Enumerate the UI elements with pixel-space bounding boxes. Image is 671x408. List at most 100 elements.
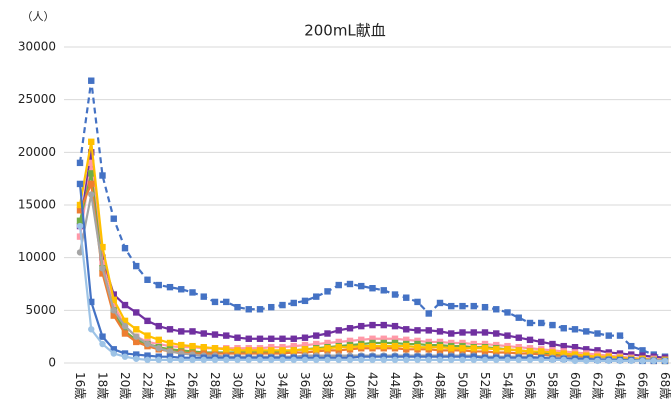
marker bbox=[504, 332, 511, 339]
marker bbox=[650, 357, 657, 365]
marker bbox=[234, 303, 241, 311]
marker bbox=[110, 301, 117, 309]
marker bbox=[470, 345, 477, 352]
marker bbox=[256, 335, 264, 342]
marker bbox=[211, 345, 219, 352]
marker bbox=[538, 356, 545, 364]
marker bbox=[88, 191, 95, 198]
marker bbox=[616, 357, 624, 365]
marker bbox=[121, 330, 129, 337]
marker bbox=[200, 344, 207, 351]
marker bbox=[133, 309, 140, 316]
marker bbox=[245, 335, 252, 342]
marker bbox=[425, 310, 432, 317]
marker bbox=[76, 233, 84, 240]
marker bbox=[166, 339, 174, 347]
marker bbox=[245, 306, 252, 313]
marker bbox=[470, 302, 477, 310]
marker bbox=[223, 332, 230, 339]
marker bbox=[380, 321, 387, 329]
x-tick-label: 30歳 bbox=[231, 372, 245, 399]
marker bbox=[99, 270, 106, 277]
marker bbox=[76, 217, 84, 224]
series-line bbox=[78, 179, 665, 362]
y-tick-label: 15000 bbox=[18, 198, 56, 212]
marker bbox=[133, 355, 140, 362]
marker bbox=[155, 322, 162, 330]
marker bbox=[155, 356, 162, 364]
marker bbox=[549, 356, 556, 364]
marker bbox=[189, 356, 196, 364]
marker bbox=[346, 356, 354, 364]
marker bbox=[279, 347, 286, 354]
marker bbox=[189, 342, 196, 350]
marker bbox=[88, 159, 95, 167]
marker bbox=[403, 356, 410, 364]
marker bbox=[391, 291, 399, 298]
marker bbox=[403, 342, 410, 350]
marker bbox=[403, 294, 410, 301]
marker bbox=[144, 332, 151, 339]
marker bbox=[110, 312, 117, 319]
x-tick-label: 54歳 bbox=[501, 372, 515, 399]
marker bbox=[583, 357, 590, 365]
marker bbox=[290, 342, 297, 350]
marker bbox=[121, 353, 129, 360]
marker bbox=[256, 347, 264, 354]
marker bbox=[571, 357, 579, 365]
marker bbox=[133, 326, 140, 333]
marker bbox=[504, 309, 511, 316]
marker bbox=[99, 333, 106, 340]
marker bbox=[538, 348, 545, 355]
marker bbox=[493, 356, 500, 364]
marker bbox=[459, 356, 466, 364]
marker bbox=[133, 333, 140, 340]
marker bbox=[358, 336, 365, 344]
x-tick-label: 50歳 bbox=[456, 372, 470, 399]
marker bbox=[459, 345, 466, 352]
marker bbox=[594, 357, 601, 365]
marker bbox=[335, 338, 342, 346]
marker bbox=[223, 346, 230, 353]
marker bbox=[211, 356, 219, 364]
marker bbox=[526, 319, 534, 327]
marker bbox=[436, 299, 444, 307]
marker bbox=[380, 342, 387, 350]
y-tick-label: 10000 bbox=[18, 250, 56, 264]
marker bbox=[560, 342, 567, 350]
y-tick-label: 0 bbox=[48, 356, 56, 370]
marker bbox=[166, 283, 174, 291]
marker bbox=[200, 330, 207, 337]
marker bbox=[324, 288, 331, 295]
marker bbox=[301, 334, 309, 341]
marker bbox=[369, 335, 376, 342]
x-tick-label: 24歳 bbox=[163, 372, 177, 399]
marker bbox=[391, 356, 399, 364]
marker bbox=[358, 282, 365, 290]
marker bbox=[234, 347, 241, 354]
marker bbox=[99, 340, 106, 348]
marker bbox=[110, 346, 117, 353]
marker bbox=[639, 357, 646, 365]
marker bbox=[425, 327, 432, 334]
marker bbox=[313, 356, 320, 364]
marker bbox=[571, 344, 579, 351]
marker bbox=[504, 356, 511, 364]
marker bbox=[211, 331, 219, 338]
marker bbox=[515, 356, 522, 364]
marker bbox=[358, 322, 365, 330]
x-tick-label: 38歳 bbox=[321, 372, 335, 399]
marker bbox=[324, 330, 331, 337]
marker bbox=[493, 330, 500, 337]
marker bbox=[335, 281, 342, 289]
marker bbox=[324, 339, 331, 347]
marker bbox=[245, 347, 252, 354]
marker bbox=[144, 317, 151, 325]
marker bbox=[313, 340, 320, 348]
marker bbox=[99, 172, 106, 179]
marker bbox=[358, 356, 365, 364]
marker bbox=[526, 336, 534, 344]
marker bbox=[256, 356, 264, 364]
marker bbox=[335, 327, 342, 334]
marker bbox=[256, 306, 264, 313]
